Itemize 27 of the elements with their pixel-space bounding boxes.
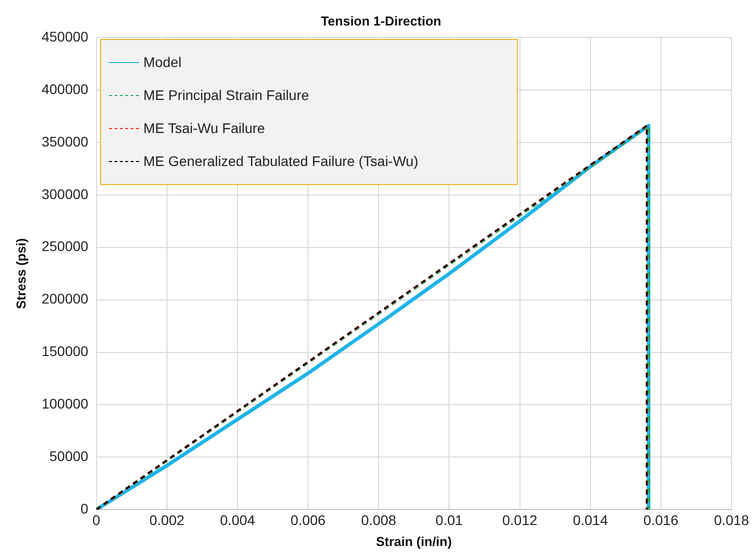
x-tick-label: 0.018: [714, 512, 750, 528]
x-tick-label: 0.012: [502, 512, 538, 528]
x-tick-label: 0.014: [572, 512, 608, 528]
legend-label: Model: [143, 54, 182, 70]
y-tick-label: 350000: [42, 133, 89, 150]
chart-title: Tension 1-Direction: [320, 13, 442, 28]
y-tick-label: 300000: [42, 186, 89, 202]
y-tick-label: 450000: [42, 28, 89, 44]
x-tick-label: 0.004: [220, 512, 256, 528]
legend-label: ME Tsai-Wu Failure: [143, 120, 265, 136]
x-tick-label: 0.01: [436, 512, 464, 528]
x-tick-label: 0.006: [290, 512, 326, 528]
y-tick-label: 50000: [49, 448, 89, 464]
x-tick-label: 0.008: [361, 512, 396, 528]
y-tick-label: 400000: [42, 80, 89, 97]
legend-label: ME Principal Strain Failure: [143, 87, 310, 104]
x-tick-label: 0.016: [643, 512, 679, 528]
y-tick-label: 100000: [42, 396, 89, 412]
legend-label: ME Generalized Tabulated Failure (Tsai-Wu): [143, 153, 418, 170]
y-tick-label: 150000: [42, 343, 89, 360]
x-tick-label: 0: [92, 512, 100, 528]
x-axis-title: Strain (in/in): [376, 534, 452, 549]
x-tick-label: 0.002: [149, 512, 185, 528]
y-axis-title: Stress (psi): [13, 238, 28, 310]
y-tick-label: 0: [80, 500, 89, 516]
y-tick-label: 250000: [42, 238, 89, 254]
y-tick-label: 200000: [42, 290, 89, 307]
